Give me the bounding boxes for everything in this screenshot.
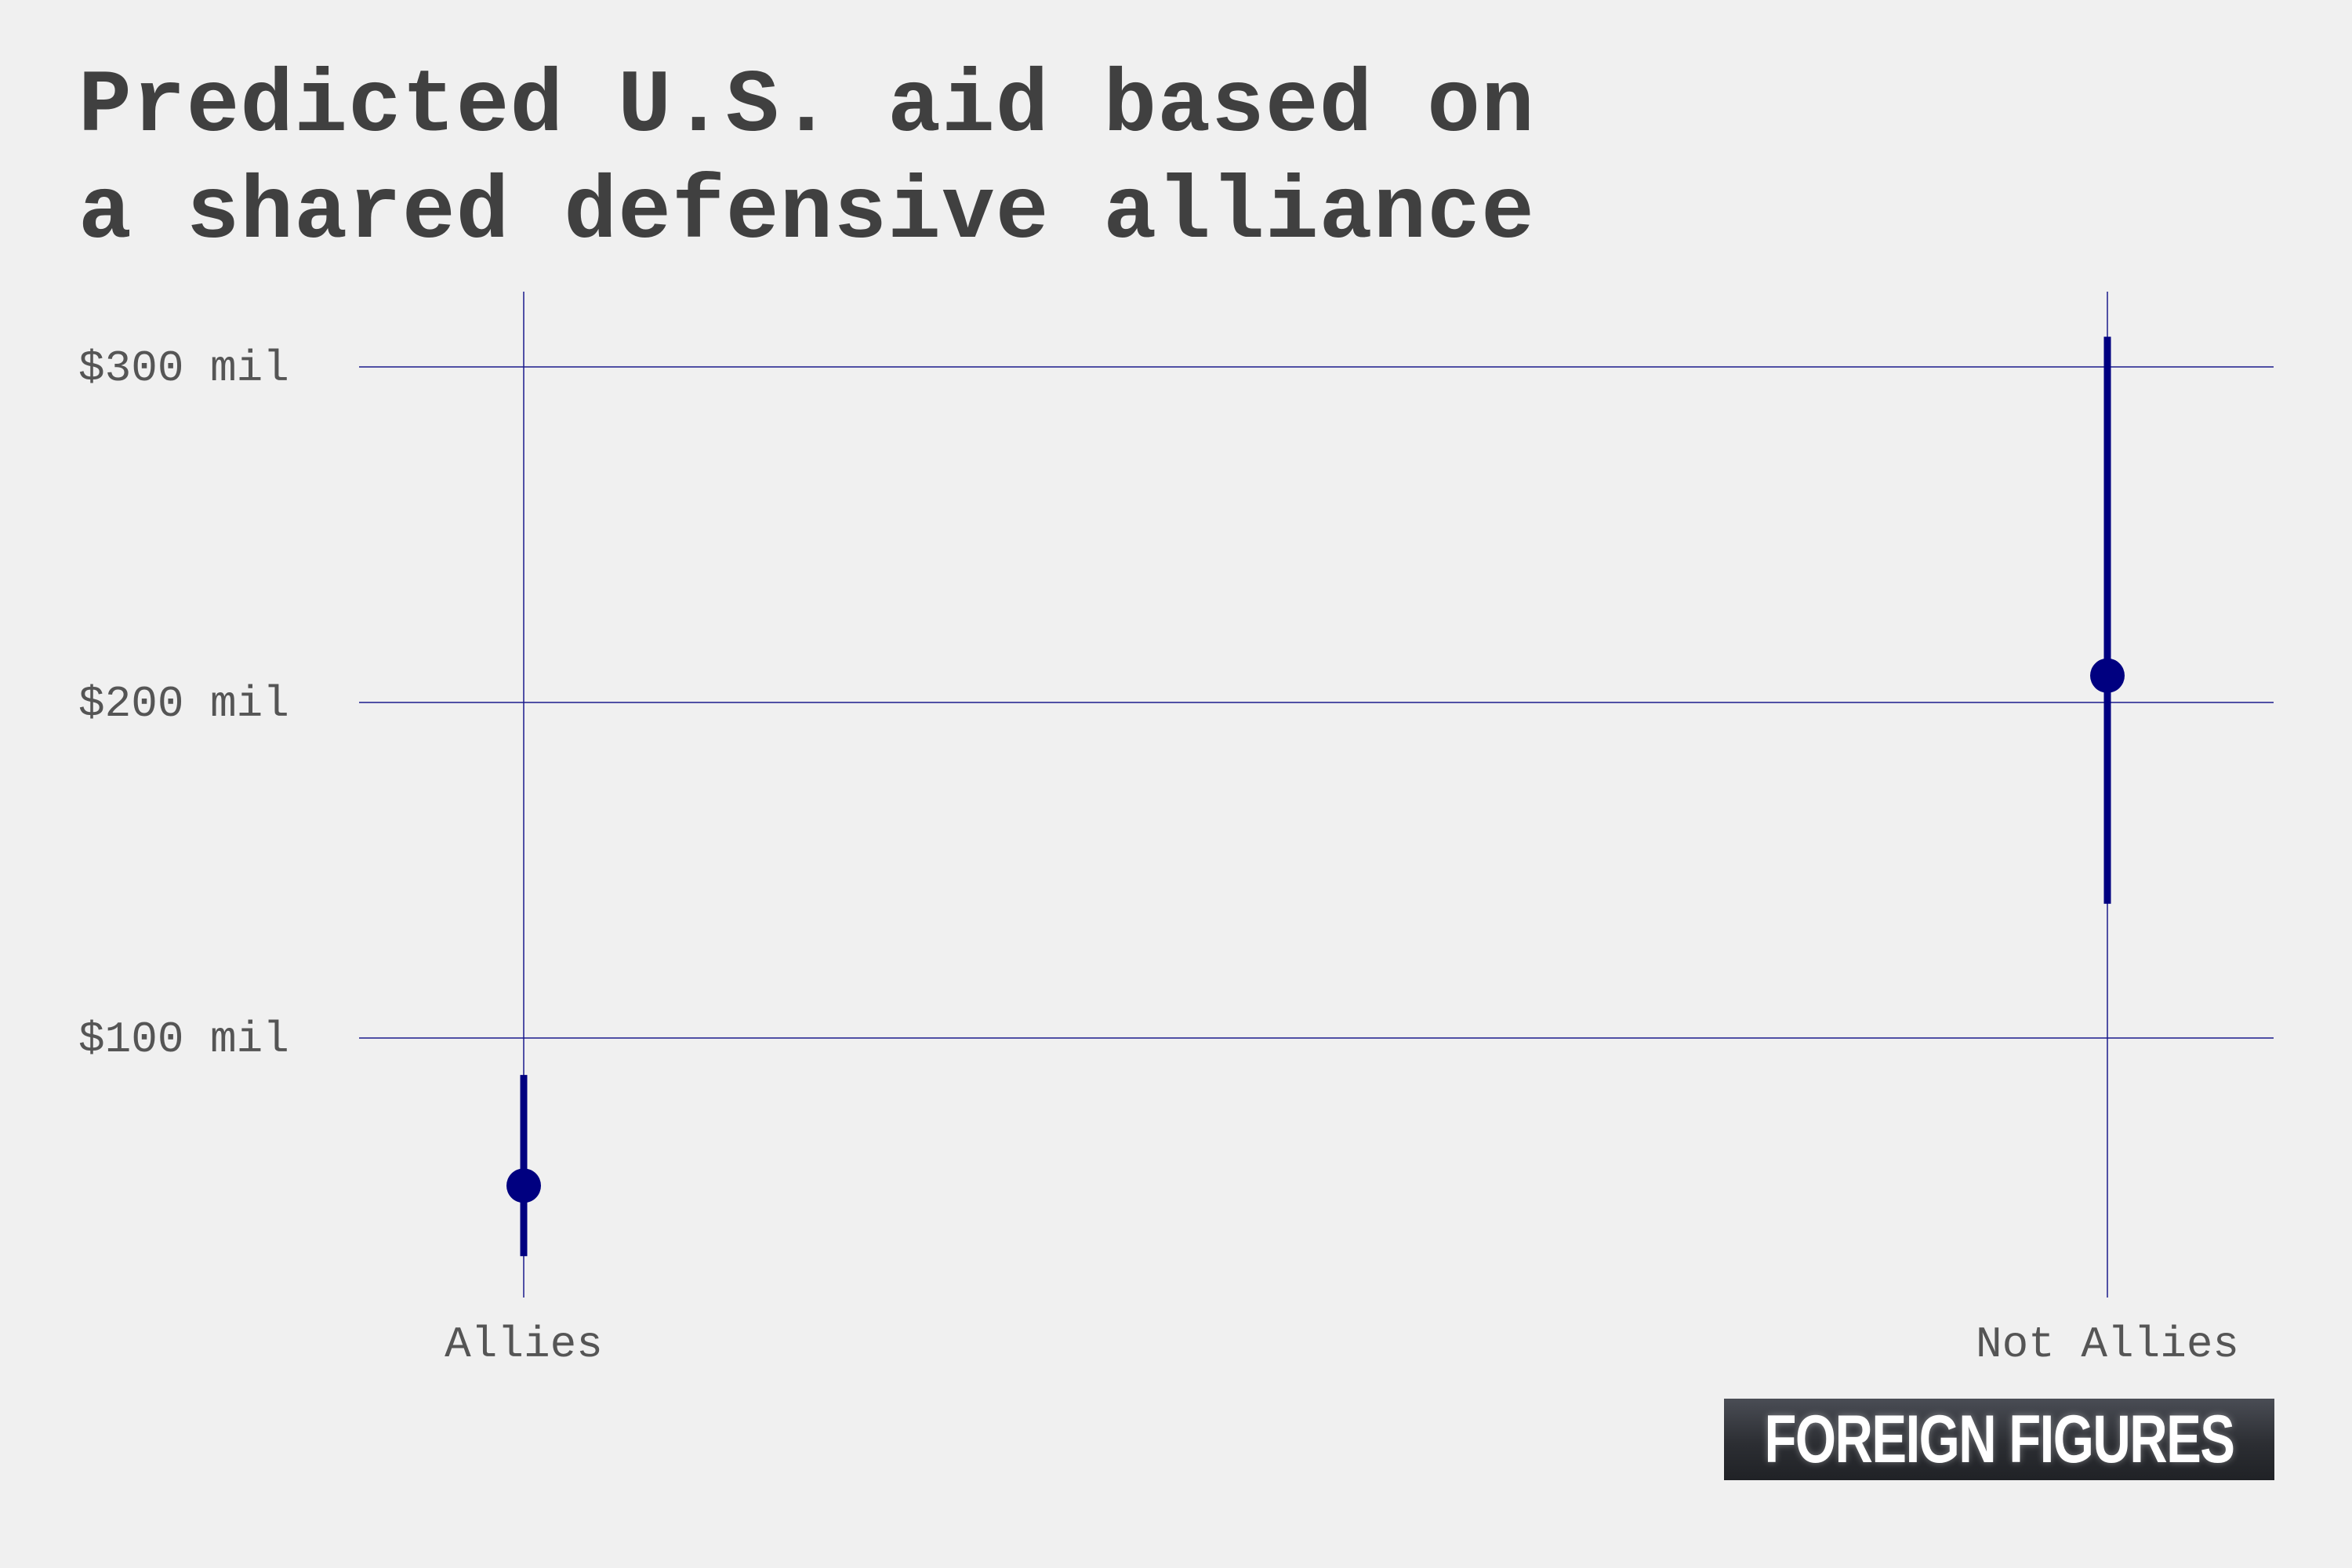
chart-title: Predicted U.S. aid based on a shared def…	[78, 53, 1803, 267]
x-tick-label: Allies	[445, 1319, 603, 1370]
title-line-2: a shared defensive alliance	[78, 163, 1535, 263]
title-line-1: Predicted U.S. aid based on	[78, 56, 1535, 157]
brand-logo-text: FOREIGN FIGURES	[1764, 1401, 2236, 1477]
y-tick-label: $300 mil	[78, 343, 289, 394]
y-tick-label: $100 mil	[78, 1014, 289, 1065]
y-tick-label: $200 mil	[78, 679, 289, 729]
data-point	[506, 1168, 541, 1203]
x-tick-label: Not Allies	[1976, 1319, 2239, 1370]
brand-logo: FOREIGN FIGURES	[1724, 1399, 2274, 1480]
data-point	[2090, 658, 2125, 693]
